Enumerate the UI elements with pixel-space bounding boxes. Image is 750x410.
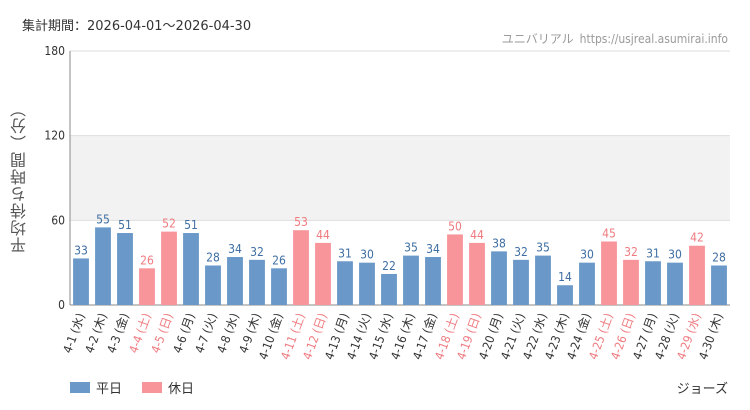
- bar[interactable]: [315, 242, 331, 305]
- bar[interactable]: [425, 257, 441, 305]
- legend-swatch-weekday: [70, 382, 90, 393]
- bar[interactable]: [249, 259, 265, 305]
- attraction-name: ジョーズ: [676, 382, 728, 397]
- site-url[interactable]: https://usjreal.asumirai.info: [579, 32, 728, 46]
- legend-item-holiday[interactable]: 休日: [142, 378, 194, 397]
- data-label: 30: [668, 248, 682, 262]
- shaded-band: [70, 135, 730, 221]
- bar[interactable]: [579, 262, 595, 305]
- data-label: 53: [294, 215, 308, 229]
- bar[interactable]: [469, 242, 485, 305]
- data-label: 31: [646, 246, 660, 260]
- data-label: 50: [448, 219, 462, 233]
- legend-swatch-holiday: [142, 382, 163, 393]
- legend-label-holiday: 休日: [168, 382, 195, 397]
- data-label: 52: [162, 217, 176, 231]
- data-label: 14: [558, 270, 572, 284]
- data-label: 38: [492, 236, 506, 250]
- data-label: 51: [118, 218, 132, 232]
- bar[interactable]: [95, 227, 111, 305]
- bar[interactable]: [535, 255, 551, 305]
- bar[interactable]: [381, 273, 397, 305]
- bar[interactable]: [271, 268, 287, 305]
- bar[interactable]: [689, 245, 705, 305]
- bar[interactable]: [667, 262, 683, 305]
- data-label: 32: [250, 245, 264, 259]
- data-label: 26: [140, 253, 154, 267]
- data-label: 22: [382, 259, 396, 273]
- y-tick-label: 0: [58, 298, 65, 312]
- bar[interactable]: [601, 241, 617, 306]
- bar[interactable]: [491, 251, 507, 305]
- bar[interactable]: [205, 265, 221, 305]
- data-label: 42: [690, 231, 704, 245]
- site-name: ユニバリアル: [501, 32, 574, 46]
- data-label: 26: [272, 253, 286, 267]
- y-tick-label: 120: [44, 129, 65, 143]
- data-label: 30: [360, 248, 374, 262]
- data-label: 33: [74, 243, 88, 257]
- aggregation-period: 集計期間：2026-04-01～2026-04-30: [22, 19, 252, 34]
- legend: 平日 休日: [70, 378, 194, 397]
- site-credit[interactable]: ユニバリアル https://usjreal.asumirai.info: [502, 30, 728, 47]
- data-label: 35: [536, 241, 550, 255]
- bar[interactable]: [623, 259, 639, 305]
- bar[interactable]: [645, 261, 661, 305]
- data-label: 34: [426, 242, 440, 256]
- bar[interactable]: [447, 234, 463, 305]
- data-label: 31: [338, 246, 352, 260]
- bar[interactable]: [293, 230, 309, 305]
- bar[interactable]: [73, 258, 89, 305]
- y-tick-label: 60: [51, 213, 65, 227]
- bar[interactable]: [117, 233, 133, 305]
- bar[interactable]: [711, 265, 727, 305]
- data-label: 32: [514, 245, 528, 259]
- data-label: 32: [624, 245, 638, 259]
- bar[interactable]: [513, 259, 529, 305]
- data-label: 28: [206, 250, 220, 264]
- bar[interactable]: [139, 268, 155, 305]
- bar[interactable]: [337, 261, 353, 305]
- bar[interactable]: [359, 262, 375, 305]
- data-label: 34: [228, 242, 242, 256]
- legend-label-weekday: 平日: [96, 382, 123, 397]
- data-label: 28: [712, 250, 726, 264]
- data-label: 30: [580, 248, 594, 262]
- bar[interactable]: [557, 285, 573, 305]
- data-label: 55: [96, 212, 110, 226]
- bar[interactable]: [161, 231, 177, 305]
- y-tick-label: 180: [44, 44, 65, 58]
- data-label: 35: [404, 241, 418, 255]
- data-label: 45: [602, 227, 616, 241]
- bar[interactable]: [403, 255, 419, 305]
- data-label: 44: [470, 228, 484, 242]
- data-label: 51: [184, 218, 198, 232]
- legend-item-weekday[interactable]: 平日: [70, 378, 122, 397]
- data-label: 44: [316, 228, 330, 242]
- bar[interactable]: [227, 257, 243, 305]
- bar[interactable]: [183, 233, 199, 305]
